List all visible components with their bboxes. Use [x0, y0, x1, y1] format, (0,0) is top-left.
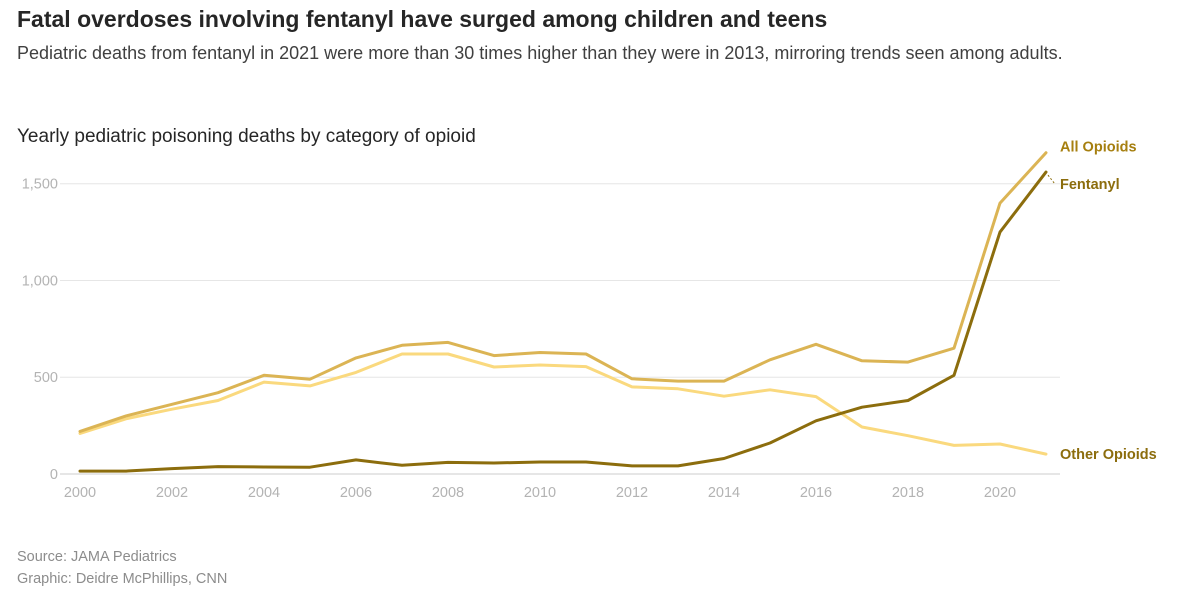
x-tick-label: 2014 [708, 485, 740, 501]
series-line-fentanyl [78, 170, 1048, 473]
chart-subheadline: Pediatric deaths from fentanyl in 2021 w… [17, 43, 1063, 63]
x-tick-label: 2008 [432, 485, 464, 501]
x-tick-label: 2010 [524, 485, 556, 501]
series-line-all-opioids [78, 151, 1048, 433]
y-tick-label: 0 [50, 467, 58, 483]
y-tick-label: 1,500 [22, 177, 58, 193]
fentanyl-label-leader [1047, 174, 1056, 185]
y-tick-label: 500 [34, 370, 58, 386]
x-tick-label: 2012 [616, 485, 648, 501]
series-lines [78, 151, 1048, 473]
series-label-fentanyl: Fentanyl [1060, 177, 1120, 193]
x-axis: 2000 2002 2004 2006 2008 2010 2012 2014 2016 2018… [64, 485, 1016, 501]
series-line-other-opioids [78, 352, 1048, 456]
series-label-all-opioids: All Opioids [1060, 140, 1137, 156]
chart-title: Yearly pediatric poisoning deaths by cat… [17, 126, 476, 147]
x-tick-label: 2018 [892, 485, 924, 501]
x-tick-label: 2020 [984, 485, 1016, 501]
y-axis: 0 500 1,000 1,500 [22, 177, 58, 483]
source-note: Source: JAMA Pediatrics [17, 549, 177, 565]
x-tick-label: 2004 [248, 485, 280, 501]
x-tick-label: 2000 [64, 485, 96, 501]
x-tick-label: 2016 [800, 485, 832, 501]
gridlines [60, 183, 1060, 475]
graphic-credit: Graphic: Deidre McPhillips, CNN [17, 571, 228, 587]
chart-headline: Fatal overdoses involving fentanyl have … [17, 6, 828, 32]
series-labels: All Opioids Other Opioids Fentanyl [1047, 140, 1157, 463]
x-tick-label: 2006 [340, 485, 372, 501]
series-label-other-opioids: Other Opioids [1060, 447, 1157, 463]
y-tick-label: 1,000 [22, 273, 58, 289]
x-tick-label: 2002 [156, 485, 188, 501]
